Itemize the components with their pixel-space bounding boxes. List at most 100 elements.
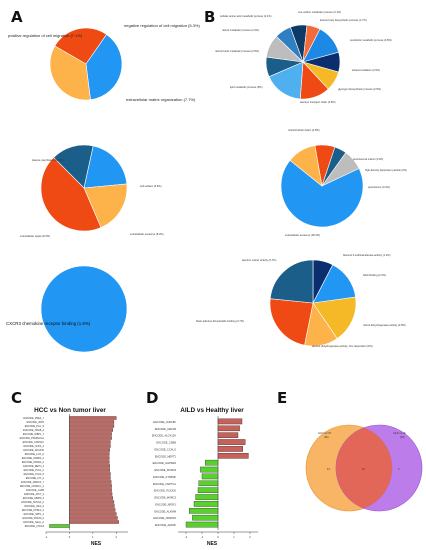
bar	[198, 480, 219, 487]
bar-category-label: ENCODE_PSEA_7	[23, 417, 44, 420]
pie-label: extracellular exosome (8.3%)	[130, 232, 164, 236]
pie-label: CXCR3 chemokine receptor binding (1.9%)	[6, 321, 91, 326]
bar-category-label: ENCODE_AKAP10	[23, 449, 44, 452]
bar	[69, 432, 112, 436]
bar-category-label: ENCODE_MCM33	[154, 468, 176, 472]
pie-label: flavin adenine dinucleotide binding (3.7…	[196, 319, 244, 323]
pie-label: electron transport chain (3.8%)	[300, 100, 336, 104]
bar-category-label: ENCODE_ALKMM	[154, 509, 176, 513]
pie-label: xenobiotic metabolic process (3.8%)	[350, 38, 392, 42]
bar-category-label: ENCODE_MEPT2	[155, 454, 177, 458]
bar	[200, 466, 219, 473]
bar	[49, 524, 70, 528]
bar-category-label: ENCODE_NSPTCA	[153, 482, 176, 486]
x-tick-label: 1	[233, 535, 235, 539]
bar	[69, 480, 112, 484]
pie-label: retinol dehydrogenase activity (2.8%)	[363, 323, 406, 327]
bar-category-label: ENCODE_CDKN1C_2	[20, 485, 45, 488]
pie-label: electron carrier activity (3.7%)	[242, 258, 276, 262]
pie-slice	[54, 27, 108, 65]
venn-set-right-count: (18)	[400, 435, 405, 439]
venn-overlap	[335, 427, 393, 509]
bar-category-label: ENCODE_SAAL_A	[23, 521, 44, 524]
pie-label: cell surface (6.6%)	[140, 184, 162, 188]
pie-label: glycogen biosynthetic process (2.5%)	[338, 87, 381, 91]
pie-label: lipid metabolic process (5%)	[230, 85, 263, 89]
x-axis-label-c: NES	[91, 541, 102, 547]
pie-slice	[289, 145, 323, 187]
bar	[69, 456, 110, 460]
pie-slice	[269, 259, 314, 304]
pie-chart-a3	[40, 265, 128, 353]
bar-category-label: ENCODE_CDKN1C	[23, 441, 45, 444]
x-tick-label: 0	[217, 535, 219, 539]
pie-label: peroxisomal matrix (3.3%)	[353, 157, 383, 161]
bar-category-label: ENCODE_MYBL2_2	[22, 509, 45, 512]
bar-category-label: ENCODE_MAF1B	[155, 427, 176, 431]
bar-chart-d: ENCODE_CHKLBF ENCODE_MAF1B ENCODE_ALOX12A E…	[152, 416, 258, 539]
bar-category-label: ENCODE_GHPFER	[153, 461, 176, 465]
chart-title-d: AILD vs Healthy liver	[180, 407, 244, 414]
bar	[217, 418, 243, 425]
panel-label-c: C	[11, 389, 22, 407]
bar-category-label: ENCODE_CSBB	[156, 441, 176, 445]
bar	[69, 448, 110, 452]
bar-category-label: ENCODE_MARC3	[154, 496, 176, 500]
pie-slice	[40, 265, 128, 353]
bar	[201, 473, 219, 480]
pie-slice	[269, 298, 314, 346]
panel-label-a: A	[11, 8, 23, 26]
bar	[69, 416, 117, 420]
panel-label-e: E	[277, 389, 287, 407]
bar	[69, 460, 110, 464]
venn-set-right-name: AILD vs HL	[393, 431, 407, 435]
pie-slice	[275, 26, 304, 63]
x-tick-label: -2	[185, 535, 188, 539]
bar	[69, 500, 115, 504]
bar-category-label: ENCODE_MMP9_3	[23, 497, 45, 500]
bar	[205, 459, 219, 466]
panel-label-d: D	[146, 389, 158, 407]
bar-category-label: ENCODE_LOX_A	[25, 453, 45, 456]
x-tick-label: -1	[45, 535, 48, 539]
bar-category-label: ENCODE_LGR5	[26, 489, 44, 492]
pie-slice	[40, 157, 102, 232]
pie-label: flavonol 3-sulfotransferase activity (1.…	[343, 253, 391, 257]
pie-chart-a2	[40, 144, 128, 232]
bar	[69, 424, 115, 428]
bar-category-label: ENCODE_IGF2_6	[24, 505, 44, 508]
pie-label: extracellular exosome (28.4%)	[285, 233, 320, 237]
pie-label: extracellular space (8.3%)	[20, 234, 50, 238]
x-tick-label: 0	[69, 535, 71, 539]
bar	[69, 420, 115, 424]
pie-label: mitochondrial matrix (4.8%)	[288, 128, 320, 132]
pie-label: extracellular matrix organization (7.7%)	[126, 97, 196, 102]
bar	[69, 496, 113, 500]
x-tick-label: 1	[92, 535, 94, 539]
bar	[69, 512, 117, 516]
bar	[69, 484, 112, 488]
bar-chart-c: ENCODE_PSEA_7ENCODE_JDP2ENCODE_PLG_SENCO…	[20, 414, 128, 539]
bar	[69, 520, 119, 524]
bar-category-label: ENCODE_CCALG	[155, 447, 176, 451]
bar	[69, 516, 118, 520]
bar-category-label: ENCODE_MARCK_7	[21, 481, 45, 484]
panel-label-b: B	[204, 8, 215, 26]
pie-chart-b2	[280, 144, 364, 228]
venn-right-only-count: 2	[398, 467, 400, 471]
bar	[189, 508, 219, 514]
bar-category-label: ENCODE_WBP1_T	[23, 433, 45, 436]
pie-chart-a1	[49, 27, 123, 101]
bar-category-label: ENCODE_KIT_A	[26, 477, 45, 480]
bar	[192, 514, 219, 521]
x-axis-label-d: NES	[207, 541, 218, 547]
bar	[69, 472, 111, 476]
bar-category-label: ENCODE_NRSPF6	[153, 516, 176, 520]
pie-label: plasma membrane (18.2%)	[32, 158, 63, 162]
pie-label: alcohol dehydrogenase activity, zinc-dep…	[312, 344, 373, 348]
bar-category-label: ENCODE_KTN6MF	[153, 475, 176, 479]
bar	[69, 428, 113, 432]
x-tick-label: 2	[116, 535, 118, 539]
pie-label: high-density lipoprotein particle (2%)	[365, 168, 407, 172]
bar-category-label: ENCODE_NR3F1	[155, 502, 176, 506]
